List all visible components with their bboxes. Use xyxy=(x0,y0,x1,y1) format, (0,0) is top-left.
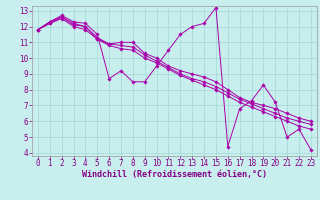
X-axis label: Windchill (Refroidissement éolien,°C): Windchill (Refroidissement éolien,°C) xyxy=(82,170,267,179)
